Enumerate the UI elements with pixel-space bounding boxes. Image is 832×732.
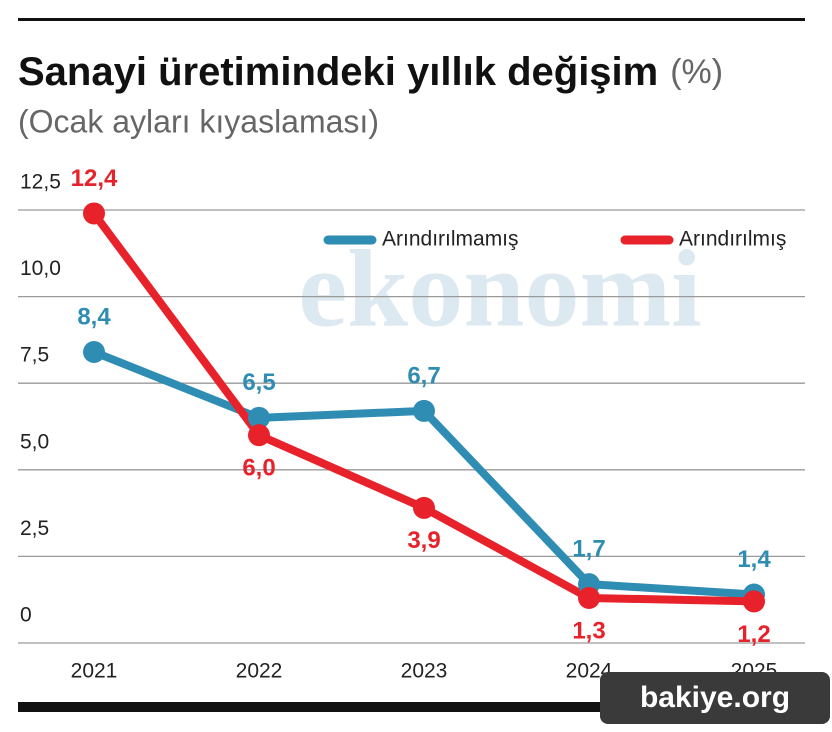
source-badge: bakiye.org — [640, 681, 790, 714]
data-point — [578, 586, 600, 609]
chart-title-line: Sanayi üretimindeki yıllık değişim (%) — [18, 50, 723, 94]
data-label: 6,7 — [407, 362, 440, 389]
y-tick-label: 5,0 — [20, 430, 49, 453]
data-label: 3,9 — [407, 527, 440, 554]
data-point — [83, 202, 105, 225]
chart-title-unit: (%) — [670, 53, 723, 91]
legend-label: Arındırılmış — [679, 228, 786, 251]
data-label: 1,3 — [572, 617, 605, 644]
data-point — [248, 424, 270, 447]
y-tick-label: 10,0 — [20, 257, 61, 280]
data-label: 12,4 — [71, 165, 118, 192]
data-label: 1,4 — [737, 546, 771, 573]
x-tick-label: 2021 — [71, 660, 118, 683]
source-badge-bg — [600, 672, 830, 724]
data-label: 1,7 — [572, 535, 605, 562]
chart-title: Sanayi üretimindeki yıllık değişim — [18, 50, 658, 94]
y-tick-label: 12,5 — [20, 171, 61, 194]
chart-subtitle: (Ocak ayları kıyaslaması) — [18, 103, 379, 139]
y-tick-label: 0 — [20, 604, 32, 627]
data-label: 6,5 — [242, 369, 275, 396]
data-point — [743, 590, 765, 613]
top-rule — [18, 18, 805, 21]
data-point — [413, 496, 435, 519]
legend-label: Arındırılmamış — [382, 228, 519, 251]
bottom-rule — [18, 702, 618, 712]
data-point — [83, 341, 105, 364]
x-tick-label: 2023 — [401, 660, 448, 683]
watermark: ekonomi — [298, 227, 701, 349]
y-tick-label: 2,5 — [20, 517, 49, 540]
data-label: 1,2 — [737, 621, 770, 648]
data-label: 6,0 — [242, 455, 275, 482]
data-point — [248, 406, 270, 429]
y-tick-label: 7,5 — [20, 344, 49, 367]
data-label: 8,4 — [77, 303, 111, 330]
x-tick-label: 2022 — [236, 660, 283, 683]
data-point — [413, 399, 435, 422]
